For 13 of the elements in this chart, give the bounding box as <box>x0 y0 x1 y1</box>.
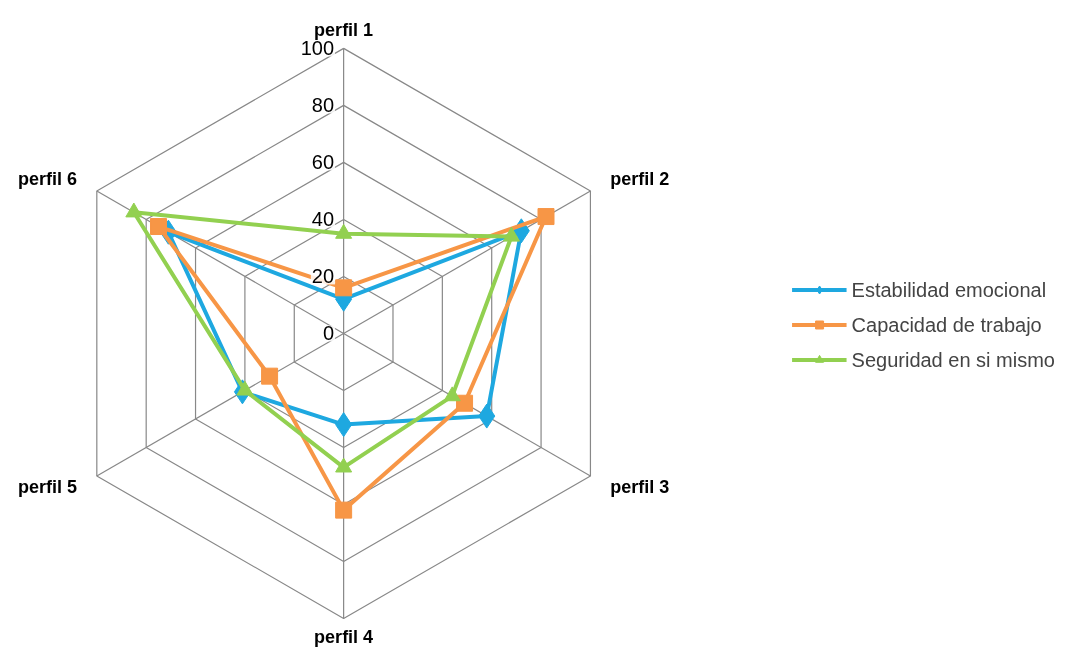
y-tick-label: 0 <box>322 322 335 345</box>
y-tick-label: 20 <box>311 265 335 288</box>
y-tick-label: 40 <box>311 208 335 231</box>
y-tick-label: 60 <box>311 151 335 174</box>
legend-label: Estabilidad emocional <box>851 278 1047 301</box>
spoke-label: perfil 2 <box>610 169 670 190</box>
legend-label: Capacidad de trabajo <box>851 313 1042 336</box>
spoke-label: perfil 4 <box>314 626 374 647</box>
spoke-label: perfil 5 <box>18 477 78 498</box>
y-tick-label: 80 <box>311 94 335 117</box>
legend-label: Seguridad en si mismo <box>851 348 1055 371</box>
spoke-label: perfil 6 <box>18 169 78 190</box>
spoke-label: perfil 3 <box>610 477 670 498</box>
